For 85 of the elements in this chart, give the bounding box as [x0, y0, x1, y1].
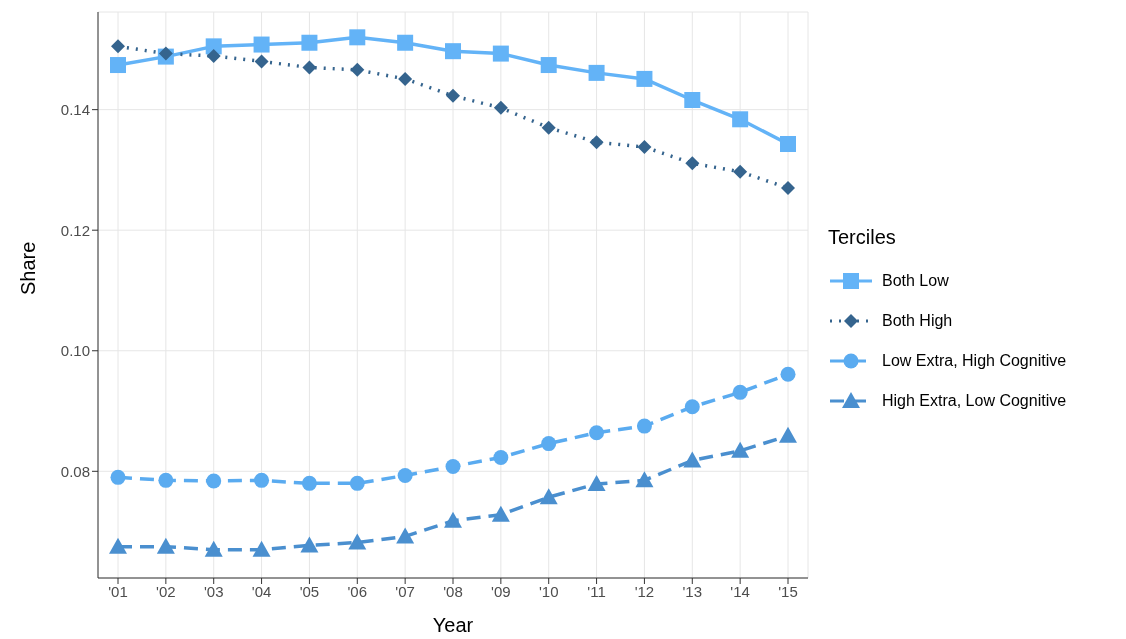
- point: [158, 472, 174, 488]
- x-tick-label: '14: [730, 582, 750, 600]
- point: [254, 54, 269, 69]
- x-tick-label: '13: [682, 582, 703, 600]
- point: [589, 425, 605, 441]
- x-tick-label: '11: [587, 582, 606, 600]
- point: [684, 399, 700, 415]
- point: [491, 505, 510, 522]
- point: [206, 49, 221, 63]
- point: [685, 156, 700, 171]
- point: [733, 164, 748, 179]
- x-tick-label: '02: [156, 582, 176, 600]
- point: [204, 540, 223, 557]
- y-tick-label: 0.14: [60, 100, 90, 118]
- point: [206, 473, 222, 489]
- point: [539, 488, 558, 505]
- point: [637, 140, 652, 155]
- point: [301, 34, 318, 51]
- point: [302, 60, 317, 75]
- x-tick-label: '06: [347, 582, 368, 600]
- point: [349, 475, 365, 491]
- point: [445, 458, 461, 474]
- point: [780, 136, 796, 153]
- point: [254, 472, 270, 488]
- point: [635, 471, 654, 488]
- y-tick-label: 0.12: [60, 221, 90, 239]
- point: [398, 71, 413, 86]
- point: [300, 536, 319, 553]
- x-tick-label: '04: [251, 582, 272, 600]
- point: [397, 34, 414, 51]
- point: [540, 57, 557, 74]
- legend-label: Low Extra, High Cognitive: [882, 351, 1067, 370]
- point: [252, 540, 271, 557]
- point: [732, 111, 749, 128]
- point: [158, 46, 173, 61]
- legend-label: Both High: [882, 311, 953, 330]
- point: [779, 426, 797, 443]
- point: [587, 474, 606, 491]
- point: [492, 45, 509, 62]
- x-tick-label: '09: [491, 582, 511, 600]
- x-tick-label: '08: [443, 582, 463, 600]
- x-tick-label: '12: [634, 582, 655, 600]
- point: [111, 39, 125, 54]
- point: [350, 62, 365, 77]
- point: [493, 100, 508, 115]
- point: [397, 468, 413, 484]
- point: [348, 533, 367, 550]
- legend-title: Terciles: [828, 225, 897, 249]
- point: [156, 537, 175, 554]
- y-tick-label: 0.10: [60, 342, 90, 360]
- point: [109, 537, 127, 554]
- point: [349, 29, 366, 46]
- y-axis-title: Share: [17, 241, 40, 295]
- point: [588, 64, 605, 81]
- x-tick-label: '15: [778, 582, 798, 600]
- legend-label: Both Low: [882, 271, 949, 290]
- point: [301, 475, 317, 491]
- point: [589, 135, 604, 150]
- point: [781, 181, 795, 196]
- x-axis-title: Year: [432, 614, 474, 636]
- point: [683, 451, 702, 468]
- point: [205, 38, 222, 55]
- point: [444, 511, 462, 528]
- x-tick-label: '01: [108, 582, 128, 600]
- point: [636, 418, 652, 434]
- point: [445, 43, 461, 60]
- point: [541, 436, 557, 452]
- point: [731, 441, 750, 458]
- legend-label: High Extra, Low Cognitive: [882, 391, 1067, 410]
- x-tick-label: '03: [203, 582, 224, 600]
- y-tick-label: 0.08: [60, 462, 90, 480]
- x-tick-label: '10: [538, 582, 559, 600]
- point: [110, 469, 126, 485]
- x-tick-label: '07: [395, 582, 415, 600]
- point: [541, 120, 556, 135]
- x-tick-label: '05: [299, 582, 320, 600]
- point: [732, 384, 748, 400]
- point: [110, 57, 126, 74]
- point: [780, 366, 796, 382]
- point: [396, 527, 415, 544]
- point: [253, 36, 270, 53]
- point: [446, 88, 460, 103]
- point: [636, 70, 653, 87]
- point: [684, 92, 701, 108]
- point: [493, 449, 509, 465]
